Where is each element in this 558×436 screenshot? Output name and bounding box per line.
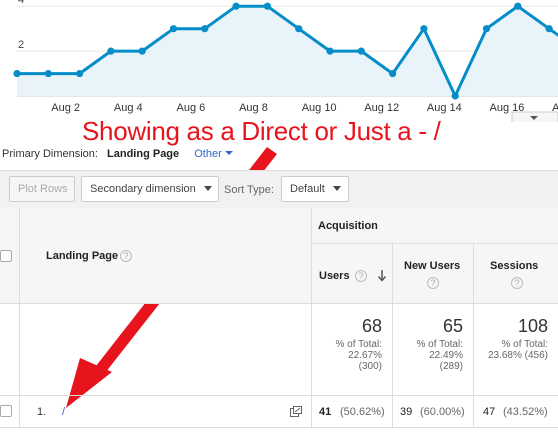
chart-point[interactable] [232, 2, 240, 10]
chart-point[interactable] [44, 69, 52, 78]
landing-page-header-label: Landing Page [46, 250, 119, 262]
x-tick-label: Aug 8 [239, 102, 268, 114]
sessions-pct-value: 23.68% (456) [487, 350, 548, 361]
plot-rows-button[interactable]: Plot Rows [9, 176, 75, 202]
x-tick-label: Aug 12 [364, 102, 399, 114]
chart-point[interactable] [514, 2, 522, 10]
sessions-column-header[interactable]: Sessions ? [474, 244, 558, 304]
sort-type-label: Sort Type: [224, 184, 274, 196]
landing-page-column-header[interactable]: Landing Page ? [20, 208, 312, 304]
new-users-total-value: 65 [442, 316, 463, 336]
row-sessions-cell: 47 (43.52%) [474, 396, 558, 428]
new-users-pct-value: 22.49% [429, 350, 463, 361]
chevron-down-icon [332, 186, 341, 191]
users-total-cell: 68 % of Total: 22.67% (300) [312, 304, 393, 396]
row-index: 1. [37, 406, 47, 418]
select-all-checkbox[interactable] [0, 250, 12, 262]
chart-area-fill [17, 6, 558, 96]
chart-point[interactable] [420, 25, 428, 33]
chart-point[interactable] [263, 2, 271, 10]
chart-point[interactable] [169, 25, 178, 33]
help-icon[interactable]: ? [120, 250, 132, 262]
users-pct-value: 22.67% [348, 350, 382, 361]
new-users-total-base: (289) [439, 361, 463, 372]
new-users-column-header[interactable]: New Users ? [393, 244, 474, 304]
sessions-total-value: 108 [517, 316, 548, 336]
header-checkbox-cell [0, 208, 20, 304]
sort-descending-icon[interactable] [377, 269, 387, 282]
y-tick-label: 4 [18, 0, 24, 6]
chart-x-ticks: Aug 2 Aug 4 Aug 6 Aug 8 Aug 10 Aug 12 Aug 14 Au… [51, 102, 558, 114]
chart-collapse-tab [511, 111, 558, 122]
users-column-header[interactable]: Users ? [312, 244, 393, 304]
landing-page-link[interactable]: / [62, 406, 66, 418]
totals-checkbox-cell [0, 304, 20, 396]
acquisition-group-header: Acquisition [312, 208, 558, 244]
chart-points [13, 2, 553, 100]
table-toolbar: Plot Rows Secondary dimension Sort Type:… [0, 170, 558, 208]
x-tick-label: Aug 6 [177, 102, 206, 114]
chart-point[interactable] [451, 92, 459, 100]
help-icon[interactable]: ? [427, 277, 439, 289]
chart-point[interactable] [326, 47, 334, 55]
x-tick-label: Aug 1 [552, 102, 558, 114]
primary-dimension-other-link[interactable]: Other [194, 148, 233, 160]
chart-point[interactable] [545, 25, 553, 33]
chart-point[interactable] [357, 47, 365, 55]
sessions-chart: 42 Aug 2 Aug 4 Aug 6 Aug 8 Aug 10 Aug 12 Aug 1… [13, 0, 558, 122]
row-checkbox[interactable] [0, 405, 12, 417]
x-tick-label: Aug 10 [302, 102, 337, 114]
primary-dimension-label: Primary Dimension: [2, 148, 98, 160]
sort-type-dropdown[interactable]: Default [281, 176, 349, 202]
users-total-base: (300) [358, 361, 382, 372]
chart-point[interactable] [138, 47, 146, 55]
x-tick-label: Aug 14 [427, 102, 462, 114]
users-total-value: 68 [361, 316, 382, 336]
chart-point[interactable] [482, 25, 491, 33]
primary-dimension-row: Primary Dimension: Landing Page Other [0, 148, 233, 160]
totals-label-cell [20, 304, 312, 396]
chart-y-ticks: 42 [18, 0, 24, 51]
annotation-text: Showing as a Direct or Just a - / [82, 116, 441, 146]
x-tick-label: Aug 4 [114, 102, 143, 114]
row-users-cell: 41 (50.62%) [312, 396, 393, 428]
new-users-total-cell: 65 % of Total: 22.49% (289) [393, 304, 474, 396]
chart-point[interactable] [389, 69, 397, 78]
secondary-dimension-dropdown[interactable]: Secondary dimension [81, 176, 219, 202]
chart-point[interactable] [13, 69, 21, 78]
new-users-pct-label: % of Total: [416, 339, 463, 350]
table-row-landing-page: 1. / [20, 396, 312, 428]
x-tick-label: Aug 16 [490, 102, 525, 114]
row-new-users-cell: 39 (60.00%) [393, 396, 474, 428]
primary-dimension-current: Landing Page [107, 148, 180, 160]
x-tick-label: Aug 2 [51, 102, 80, 114]
users-pct-label: % of Total: [335, 339, 382, 350]
sessions-total-cell: 108 % of Total: 23.68% (456) [474, 304, 558, 396]
chart-point[interactable] [76, 69, 84, 78]
chart-point[interactable] [295, 25, 303, 33]
chart-point[interactable] [201, 25, 209, 33]
row-checkbox-cell [0, 396, 20, 428]
chevron-down-icon [224, 151, 233, 155]
chart-point[interactable] [107, 47, 115, 55]
help-icon[interactable]: ? [355, 270, 367, 282]
help-icon[interactable]: ? [511, 277, 523, 289]
y-tick-label: 2 [18, 39, 24, 51]
chevron-down-icon [203, 186, 212, 191]
sessions-pct-label: % of Total: [501, 339, 548, 350]
external-link-icon[interactable] [290, 406, 302, 417]
